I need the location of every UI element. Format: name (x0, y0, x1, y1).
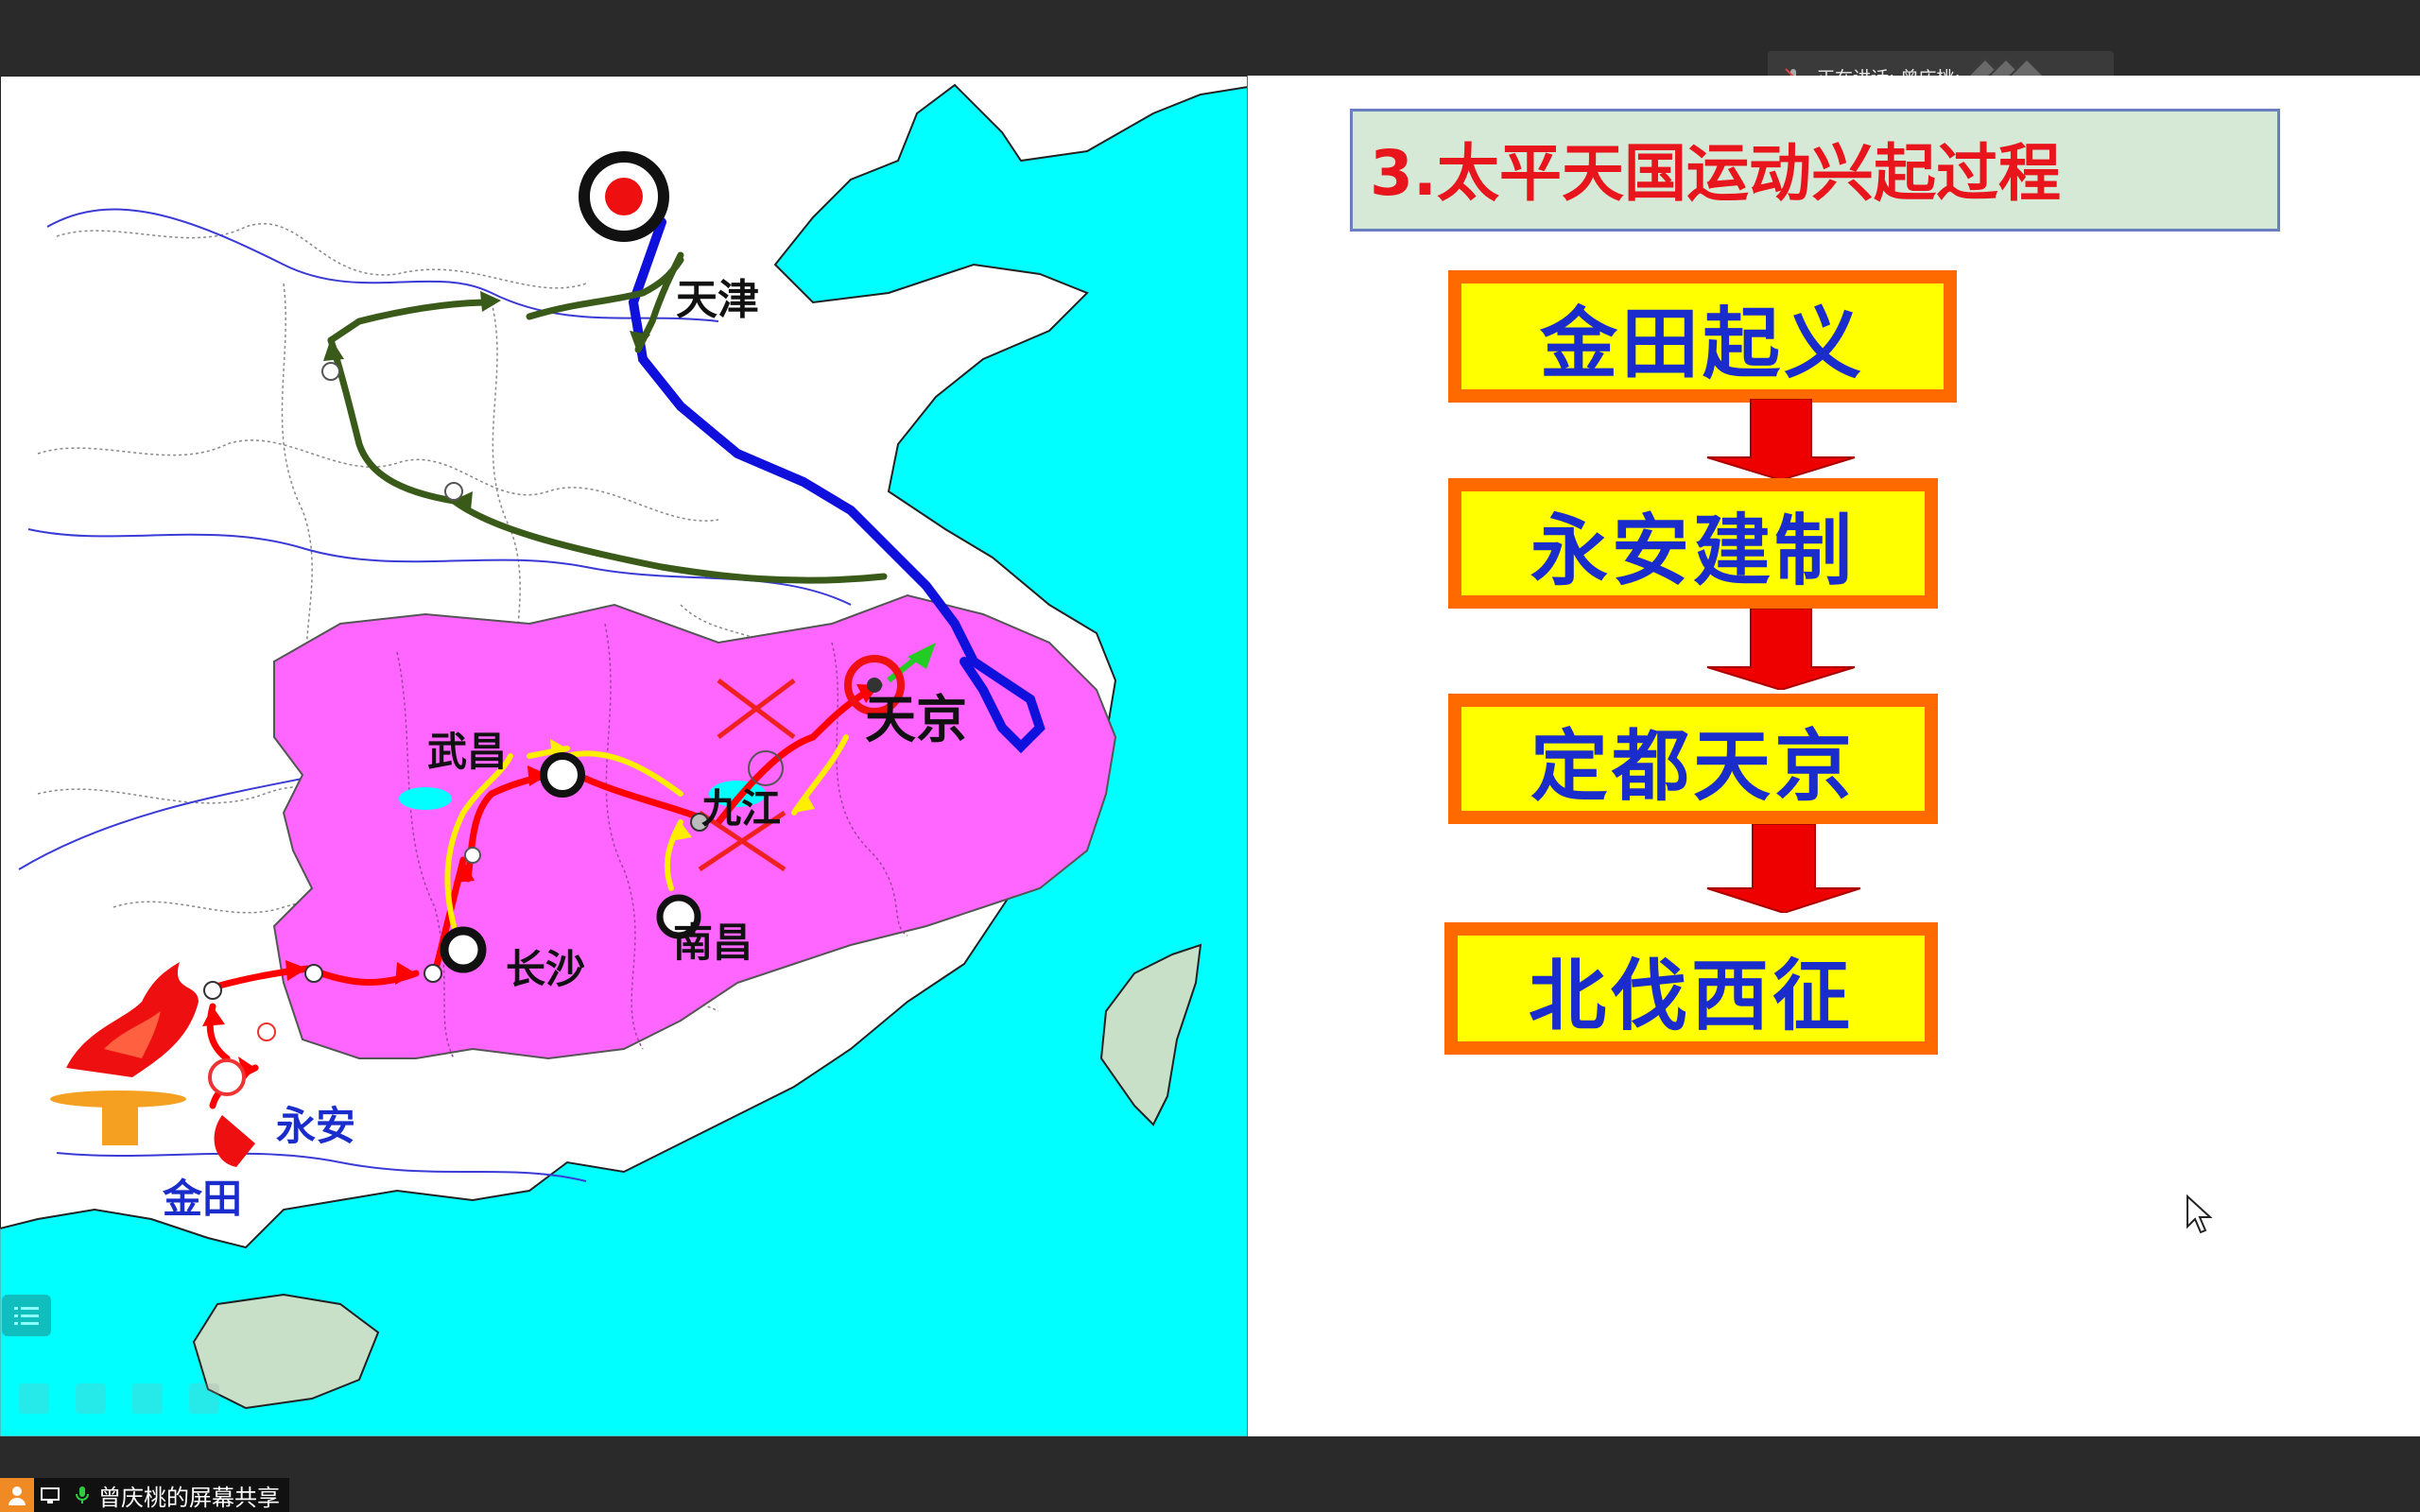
pen-icon[interactable] (76, 1383, 106, 1414)
jintian-start-marker (214, 1115, 255, 1167)
shared-screen: 天津 天京 武昌 九江 南昌 长沙 永安 金田 3.太平天国运动兴起过程 (0, 76, 2420, 1436)
label-tianjing: 天京 (865, 690, 967, 749)
mouse-cursor-icon (2187, 1194, 2213, 1234)
step-box-4: 北伐西征 (1444, 922, 1938, 1055)
user-icon (0, 1478, 34, 1512)
hainan-island (192, 1293, 380, 1410)
label-yongan: 永安 (276, 1103, 355, 1149)
torch-icon (50, 962, 199, 1145)
down-arrow-icon (1706, 824, 1861, 913)
slides-icon[interactable] (132, 1383, 163, 1414)
label-nanchang: 南昌 (673, 919, 752, 966)
presenter-toolbar (19, 1383, 219, 1414)
taiping-route-map: 天津 天京 武昌 九江 南昌 长沙 永安 金田 (0, 76, 1248, 1436)
presenter-menu-button[interactable] (2, 1295, 51, 1336)
step-box-1: 金田起义 (1448, 270, 1957, 403)
taiwan-island (1099, 943, 1202, 1126)
slide-title-box: 3.太平天国运动兴起过程 (1350, 109, 2280, 232)
list-icon (14, 1307, 39, 1325)
battle-marks (698, 679, 796, 872)
down-arrow-icon (1706, 609, 1856, 690)
mic-icon (76, 1486, 89, 1503)
meeting-bottom-bar: 曾庆桃的屏幕共享 (0, 1436, 2420, 1512)
label-wuchang: 武昌 (427, 729, 507, 775)
screen-share-tag[interactable]: 曾庆桃的屏幕共享 (0, 1478, 289, 1512)
undo-icon[interactable] (19, 1383, 49, 1414)
green-arrowheads (323, 291, 650, 510)
screen-share-icon (41, 1487, 60, 1503)
slide-title: 3.太平天国运动兴起过程 (1370, 137, 2061, 210)
map-panel: 天津 天京 武昌 九江 南昌 长沙 永安 金田 (0, 76, 1248, 1436)
slide-panel: 3.太平天国运动兴起过程 金田起义 永安建制 定都天京 北伐西征 (1248, 76, 2420, 1436)
region-inner-borders (396, 623, 908, 1059)
label-tianjin: 天津 (676, 276, 759, 324)
northern-route-blue (628, 217, 1046, 754)
step-box-2: 永安建制 (1448, 478, 1938, 609)
label-changsha: 长沙 (506, 946, 585, 992)
red-arrowheads (202, 684, 879, 1081)
label-jiujiang: 九江 (701, 785, 781, 832)
step-box-3: 定都天京 (1448, 694, 1938, 824)
city-markers (203, 151, 905, 1096)
lake-dongting (399, 787, 452, 810)
share-label: 曾庆桃的屏幕共享 (98, 1484, 280, 1511)
label-jintian: 金田 (162, 1176, 242, 1222)
more-icon[interactable] (189, 1383, 219, 1414)
down-arrow-icon (1706, 399, 1856, 480)
